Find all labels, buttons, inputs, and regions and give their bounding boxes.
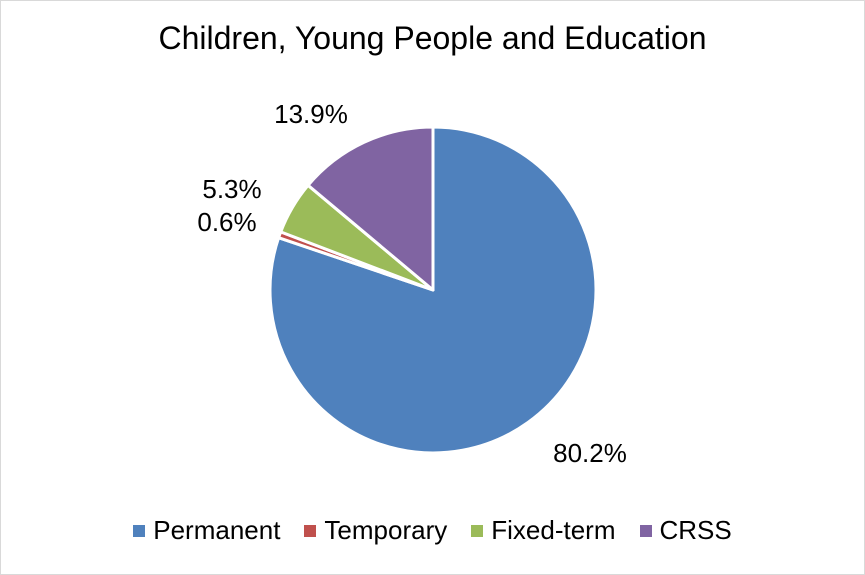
legend: Permanent Temporary Fixed-term CRSS: [0, 515, 865, 546]
legend-item-fixed-term: Fixed-term: [471, 515, 616, 546]
legend-item-crss: CRSS: [639, 515, 732, 546]
slice-labels: 80.2% 0.6%5.3% 13.9%: [197, 99, 627, 468]
legend-swatch: [133, 524, 146, 537]
legend-swatch: [471, 524, 484, 537]
legend-item-temporary: Temporary: [304, 515, 447, 546]
pie-slices: [268, 125, 598, 455]
pie-slice-crss: [306, 125, 435, 292]
legend-swatch: [304, 524, 317, 537]
legend-label: Temporary: [324, 515, 448, 545]
legend-swatch: [639, 524, 652, 537]
slice-label-fixed-term: 5.3%: [202, 174, 261, 204]
pie-slice-permanent: [268, 125, 598, 455]
slice-label-temporary: 0.6%: [197, 207, 256, 237]
chart-title: Children, Young People and Education: [158, 20, 707, 56]
slice-label-crss: 13.9%: [274, 99, 348, 129]
legend-label: Permanent: [153, 515, 281, 545]
legend-item-permanent: Permanent: [133, 515, 280, 546]
legend-label: CRSS: [659, 515, 732, 545]
legend-label: Fixed-term: [491, 515, 616, 545]
slice-label-permanent: 80.2%: [553, 438, 627, 468]
